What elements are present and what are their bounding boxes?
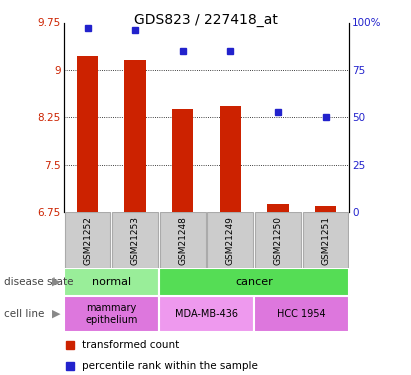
- Text: GSM21253: GSM21253: [131, 216, 140, 266]
- Bar: [159, 296, 254, 332]
- Text: transformed count: transformed count: [82, 340, 180, 350]
- Text: GSM21248: GSM21248: [178, 216, 187, 265]
- Bar: [267, 204, 289, 212]
- Text: GSM21251: GSM21251: [321, 216, 330, 266]
- Text: cancer: cancer: [235, 277, 273, 287]
- Text: GSM21252: GSM21252: [83, 216, 92, 265]
- Text: mammary
epithelium: mammary epithelium: [85, 303, 138, 325]
- Bar: [160, 213, 206, 268]
- Text: normal: normal: [92, 277, 131, 287]
- Text: MDA-MB-436: MDA-MB-436: [175, 309, 238, 319]
- Bar: [254, 296, 349, 332]
- Text: GDS823 / 227418_at: GDS823 / 227418_at: [134, 13, 277, 27]
- Text: percentile rank within the sample: percentile rank within the sample: [82, 361, 258, 371]
- Bar: [125, 60, 146, 212]
- Bar: [302, 213, 349, 268]
- Text: HCC 1954: HCC 1954: [277, 309, 326, 319]
- Bar: [65, 213, 111, 268]
- Text: disease state: disease state: [4, 277, 74, 287]
- Bar: [255, 213, 301, 268]
- Bar: [219, 106, 241, 212]
- Bar: [112, 213, 158, 268]
- Bar: [208, 213, 253, 268]
- Text: ▶: ▶: [52, 309, 61, 319]
- Text: ▶: ▶: [52, 277, 61, 287]
- Text: cell line: cell line: [4, 309, 44, 319]
- Bar: [64, 296, 159, 332]
- Text: GSM21250: GSM21250: [273, 216, 282, 266]
- Bar: [77, 56, 98, 212]
- Bar: [64, 268, 159, 296]
- Bar: [159, 268, 349, 296]
- Bar: [315, 206, 336, 212]
- Text: GSM21249: GSM21249: [226, 216, 235, 265]
- Bar: [172, 109, 194, 212]
